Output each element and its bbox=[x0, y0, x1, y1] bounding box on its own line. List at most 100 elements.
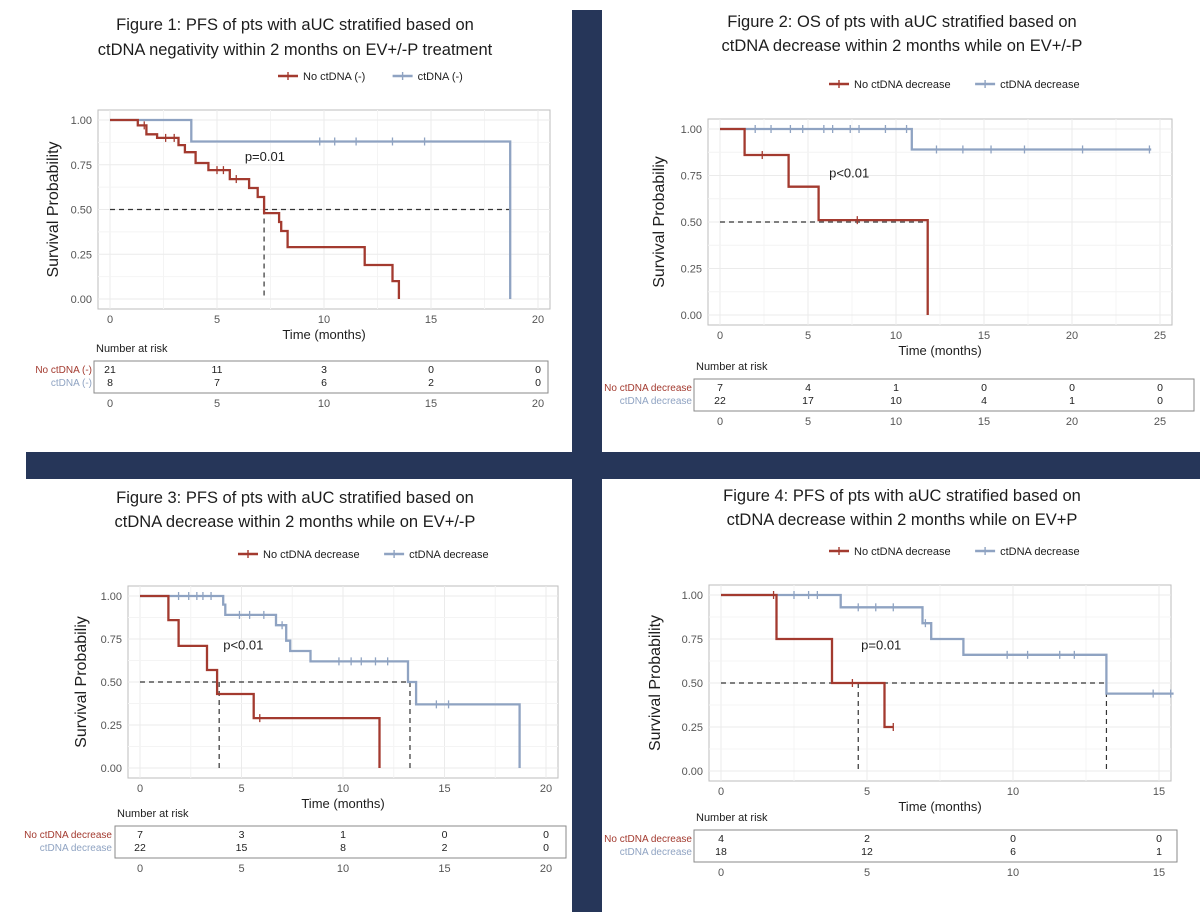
figure-3-risk-x-tick: 10 bbox=[337, 863, 349, 875]
figure-2-risk-value: 4 bbox=[981, 395, 987, 407]
figure-2-risk-x-tick: 0 bbox=[717, 416, 723, 428]
figure-4-risk-value: 18 bbox=[715, 846, 727, 858]
figure-3-curve-ctdna bbox=[140, 594, 521, 768]
figure-4-x-tick-label: 15 bbox=[1153, 786, 1165, 798]
figure-2-legend-label: No ctDNA decrease bbox=[854, 79, 951, 91]
figure-1-title-line: ctDNA negativity within 2 months on EV+/… bbox=[98, 41, 493, 59]
figure-2-risk-value: 0 bbox=[1069, 382, 1075, 394]
figure-4-risk-value: 0 bbox=[1156, 833, 1162, 845]
figure-1-p-value: p=0.01 bbox=[245, 149, 285, 164]
figure-1-y-tick-label: 0.00 bbox=[71, 294, 92, 306]
figure-2-curve-no-ctdna bbox=[720, 127, 929, 315]
figure-3-y-tick-label: 0.50 bbox=[101, 677, 122, 689]
figure-3-x-tick-label: 5 bbox=[238, 783, 244, 795]
figure-2-y-tick-label: 0.00 bbox=[681, 310, 702, 322]
figure-4-risk-value: 0 bbox=[1010, 833, 1016, 845]
figure-3-risk-value: 3 bbox=[239, 829, 245, 841]
figure-3-risk-value: 15 bbox=[236, 842, 248, 854]
figure-2-p-value: p<0.01 bbox=[829, 165, 869, 180]
figure-1-x-tick-label: 20 bbox=[532, 314, 544, 326]
figure-1-risk-x-tick: 5 bbox=[214, 398, 220, 410]
figure-4-risk-row-label: No ctDNA decrease bbox=[604, 834, 692, 845]
figure-1-curve-ctdna bbox=[110, 118, 512, 299]
figure-4-x-axis-label: Time (months) bbox=[898, 799, 981, 814]
figure-3-risk-value: 8 bbox=[340, 842, 346, 854]
figure-4-risk-x-tick: 5 bbox=[864, 867, 870, 879]
figure-3-risk-x-tick: 15 bbox=[438, 863, 450, 875]
figure-2-title-line: Figure 2: OS of pts with aUC stratified … bbox=[727, 13, 1076, 31]
figure-1-risk-x-tick: 10 bbox=[318, 398, 330, 410]
figure-2-x-axis-label: Time (months) bbox=[898, 343, 981, 358]
figure-1-x-tick-label: 10 bbox=[318, 314, 330, 326]
figure-2-risk-value: 1 bbox=[893, 382, 899, 394]
figure-4-risk-x-tick: 10 bbox=[1007, 867, 1019, 879]
figure-1-risk-table-box bbox=[93, 360, 549, 394]
figure-4-risk-value: 2 bbox=[864, 833, 870, 845]
figure-2-curve-ctdna bbox=[720, 127, 1152, 151]
figure-1-risk-value: 0 bbox=[428, 364, 434, 376]
figure-3-risk-value: 0 bbox=[442, 829, 448, 841]
figure-3-risk-row-label: No ctDNA decrease bbox=[24, 830, 112, 841]
figure-1-risk-value: 11 bbox=[212, 364, 223, 376]
figure-1-x-tick-label: 5 bbox=[214, 314, 220, 326]
figure-3-risk-value: 7 bbox=[137, 829, 143, 841]
figure-3-y-tick-label: 0.75 bbox=[101, 634, 122, 646]
figure-2-risk-table-title: Number at risk bbox=[696, 361, 768, 373]
figure-3-risk-value: 1 bbox=[340, 829, 346, 841]
figure-4-legend-label: No ctDNA decrease bbox=[854, 546, 951, 558]
figure-1-x-axis-label: Time (months) bbox=[282, 327, 365, 342]
figure-1-risk-x-tick: 15 bbox=[425, 398, 437, 410]
figure-3-legend-label: No ctDNA decrease bbox=[263, 549, 360, 561]
figure-4-risk-value: 1 bbox=[1156, 846, 1162, 858]
figure-2-y-tick-label: 0.25 bbox=[681, 264, 702, 276]
figure-3-y-tick-label: 1.00 bbox=[101, 591, 122, 603]
figure-3-risk-value: 0 bbox=[543, 842, 549, 854]
figure-4-risk-value: 4 bbox=[718, 833, 724, 845]
figure-2-risk-x-tick: 25 bbox=[1154, 416, 1166, 428]
figure-1-risk-table-title: Number at risk bbox=[96, 343, 168, 355]
figure-2-x-tick-label: 20 bbox=[1066, 330, 1078, 342]
figure-2-risk-value: 0 bbox=[1157, 395, 1163, 407]
figure-4-y-tick-label: 0.25 bbox=[682, 722, 703, 734]
figure-3-risk-row-label: ctDNA decrease bbox=[40, 843, 113, 854]
figure-2-risk-row-label: ctDNA decrease bbox=[620, 396, 693, 407]
figure-1-x-tick-label: 15 bbox=[425, 314, 437, 326]
figure-3-risk-value: 22 bbox=[134, 842, 146, 854]
figure-1-legend-label: No ctDNA (-) bbox=[303, 71, 365, 83]
figure-1-risk-row-label: ctDNA (-) bbox=[51, 378, 92, 389]
figure-1-risk-value: 0 bbox=[535, 377, 541, 389]
figure-1-risk-value: 8 bbox=[107, 377, 113, 389]
figure-3-y-axis-label: Survival Probabiliy bbox=[73, 616, 90, 748]
figure-3-risk-x-tick: 5 bbox=[238, 863, 244, 875]
figure-2-risk-value: 1 bbox=[1069, 395, 1075, 407]
horizontal-divider-bar bbox=[26, 452, 1200, 479]
figure-3-risk-x-tick: 0 bbox=[137, 863, 143, 875]
figure-4-risk-value: 12 bbox=[861, 846, 873, 858]
figure-3-risk-x-tick: 20 bbox=[540, 863, 552, 875]
figure-4-p-value: p=0.01 bbox=[861, 638, 901, 653]
figure-4-panel: Figure 4: PFS of pts with aUC stratified… bbox=[604, 479, 1200, 924]
figure-1-risk-value: 3 bbox=[321, 364, 327, 376]
figure-1-risk-value: 21 bbox=[104, 364, 116, 376]
figure-3-curve-no-ctdna bbox=[140, 594, 381, 768]
figure-2-x-tick-label: 25 bbox=[1154, 330, 1166, 342]
figure-4-y-tick-label: 0.00 bbox=[682, 766, 703, 778]
figure-1-legend-label: ctDNA (-) bbox=[418, 71, 463, 83]
figure-1-panel: Figure 1: PFS of pts with aUC stratified… bbox=[20, 0, 570, 452]
figure-3-svg: Figure 3: PFS of pts with aUC stratified… bbox=[24, 489, 567, 875]
figure-2-x-tick-label: 10 bbox=[890, 330, 902, 342]
figure-2-risk-value: 10 bbox=[890, 395, 902, 407]
figure-1-risk-value: 7 bbox=[214, 377, 220, 389]
figure-4-x-tick-label: 0 bbox=[718, 786, 724, 798]
figure-1-x-tick-label: 0 bbox=[107, 314, 113, 326]
figure-4-curve-ctdna bbox=[721, 593, 1174, 695]
figure-1-risk-value: 0 bbox=[535, 364, 541, 376]
figure-2-y-axis-label: Survival Probabiliy bbox=[651, 156, 668, 288]
figure-1-y-tick-label: 1.00 bbox=[71, 115, 92, 127]
figure-4-risk-table-box bbox=[693, 829, 1178, 863]
figure-4-risk-row-label: ctDNA decrease bbox=[620, 847, 693, 858]
figure-3-title-line: Figure 3: PFS of pts with aUC stratified… bbox=[116, 489, 474, 507]
figure-2-risk-x-tick: 10 bbox=[890, 416, 902, 428]
figure-1-y-tick-label: 0.25 bbox=[71, 249, 92, 261]
figure-4-risk-x-tick: 0 bbox=[718, 867, 724, 879]
